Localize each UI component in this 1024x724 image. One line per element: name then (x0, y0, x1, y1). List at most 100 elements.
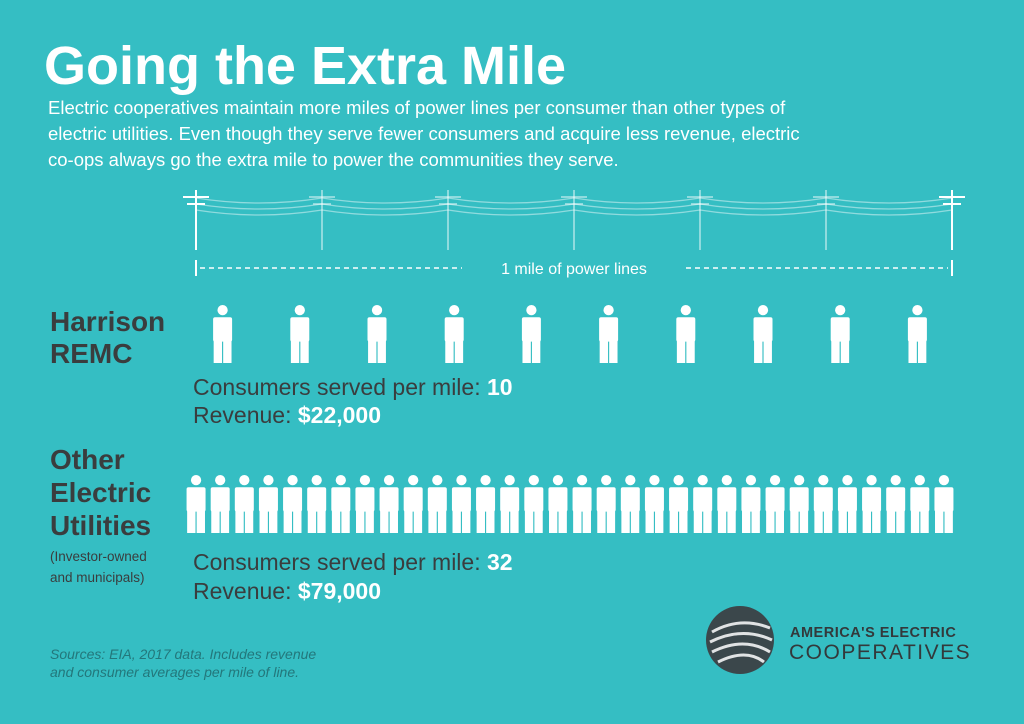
group-name: REMC (50, 338, 132, 369)
icon-leg (534, 510, 543, 533)
wire (195, 209, 323, 216)
description: co-ops always go the extra mile to power… (48, 149, 619, 170)
icon-body (669, 487, 689, 512)
icon-head (294, 305, 305, 316)
icon-leg (428, 510, 437, 533)
icon-leg (510, 510, 519, 533)
icon-head (335, 475, 346, 486)
icon-head (408, 475, 419, 486)
consumers-stat: Consumers served per mile: 10 (193, 374, 513, 400)
consumer-icon (669, 475, 689, 533)
icon-body (717, 487, 737, 512)
wire (321, 209, 449, 216)
icon-body (886, 487, 906, 512)
icon-leg (872, 510, 881, 533)
icon-head (480, 475, 491, 486)
icon-body (367, 317, 387, 342)
icon-body (753, 317, 773, 342)
icon-head (745, 475, 757, 486)
icon-leg (848, 510, 857, 533)
consumer-icon (837, 475, 857, 533)
consumer-icon (644, 475, 664, 533)
icon-leg (679, 510, 688, 533)
icon-leg (211, 510, 220, 533)
stat-value: $22,000 (298, 402, 381, 428)
icon-leg (244, 510, 254, 533)
icon-leg (775, 510, 784, 533)
group-note: and municipals) (50, 570, 145, 585)
icon-leg (531, 340, 541, 363)
revenue-stat: Revenue: $79,000 (193, 578, 381, 604)
icon-body (830, 317, 850, 342)
icon-body (379, 487, 399, 512)
icon-body (521, 317, 541, 342)
group-note: (Investor-owned (50, 549, 147, 564)
wire (195, 197, 323, 204)
consumer-icon (813, 475, 833, 533)
icon-body (258, 487, 278, 512)
consumer-icon (290, 305, 310, 363)
consumer-icon (403, 475, 423, 533)
consumer-icon (741, 475, 761, 533)
consumer-icon (331, 475, 351, 533)
icon-leg (437, 510, 447, 533)
icon-leg (196, 510, 205, 533)
consumer-icon (693, 475, 713, 533)
icon-leg (213, 340, 223, 363)
icon-leg (454, 340, 464, 363)
icon-leg (599, 340, 609, 363)
group-name: Harrison (50, 306, 165, 337)
icon-leg (790, 510, 799, 533)
icon-leg (259, 510, 268, 533)
icon-leg (606, 510, 616, 533)
icon-body (741, 487, 761, 512)
icon-body (427, 487, 447, 512)
icon-leg (220, 510, 230, 533)
wire (195, 203, 323, 210)
icon-leg (558, 510, 567, 533)
icon-leg (935, 510, 944, 533)
icon-leg (597, 510, 606, 533)
consumer-icon (451, 475, 471, 533)
consumer-icon (676, 305, 696, 363)
consumer-icon (910, 475, 930, 533)
wire (825, 209, 953, 216)
consumer-icon (355, 475, 375, 533)
icon-leg (582, 510, 591, 533)
icon-head (842, 475, 853, 486)
icon-leg (368, 340, 377, 363)
icon-body (283, 487, 303, 512)
consumer-icon (283, 475, 303, 533)
consumer-icon (753, 305, 773, 363)
power-lines (183, 190, 965, 250)
consumer-icon (862, 475, 882, 533)
icon-head (215, 475, 226, 486)
icon-head (866, 475, 877, 486)
icon-leg (838, 510, 847, 533)
icon-body (210, 487, 230, 512)
icon-leg (686, 340, 695, 363)
icon-head (938, 475, 950, 486)
icon-body (476, 487, 496, 512)
icon-leg (655, 510, 664, 533)
icon-body (444, 317, 464, 342)
icon-leg (269, 510, 278, 533)
icon-leg (317, 510, 326, 533)
icon-leg (476, 510, 485, 533)
icon-leg (742, 510, 751, 533)
icon-leg (886, 510, 896, 533)
icon-head (625, 475, 636, 486)
icon-head (456, 475, 467, 486)
logo-text: AMERICA'S ELECTRIC (790, 625, 956, 641)
icon-body (213, 317, 233, 342)
icon-leg (283, 510, 292, 533)
consumer-icon (476, 475, 496, 533)
icon-leg (763, 340, 772, 363)
wire (699, 203, 827, 210)
icon-leg (549, 510, 558, 533)
icon-head (263, 475, 274, 486)
icon-head (239, 475, 250, 486)
consumer-icon (524, 475, 544, 533)
icon-leg (500, 510, 510, 533)
